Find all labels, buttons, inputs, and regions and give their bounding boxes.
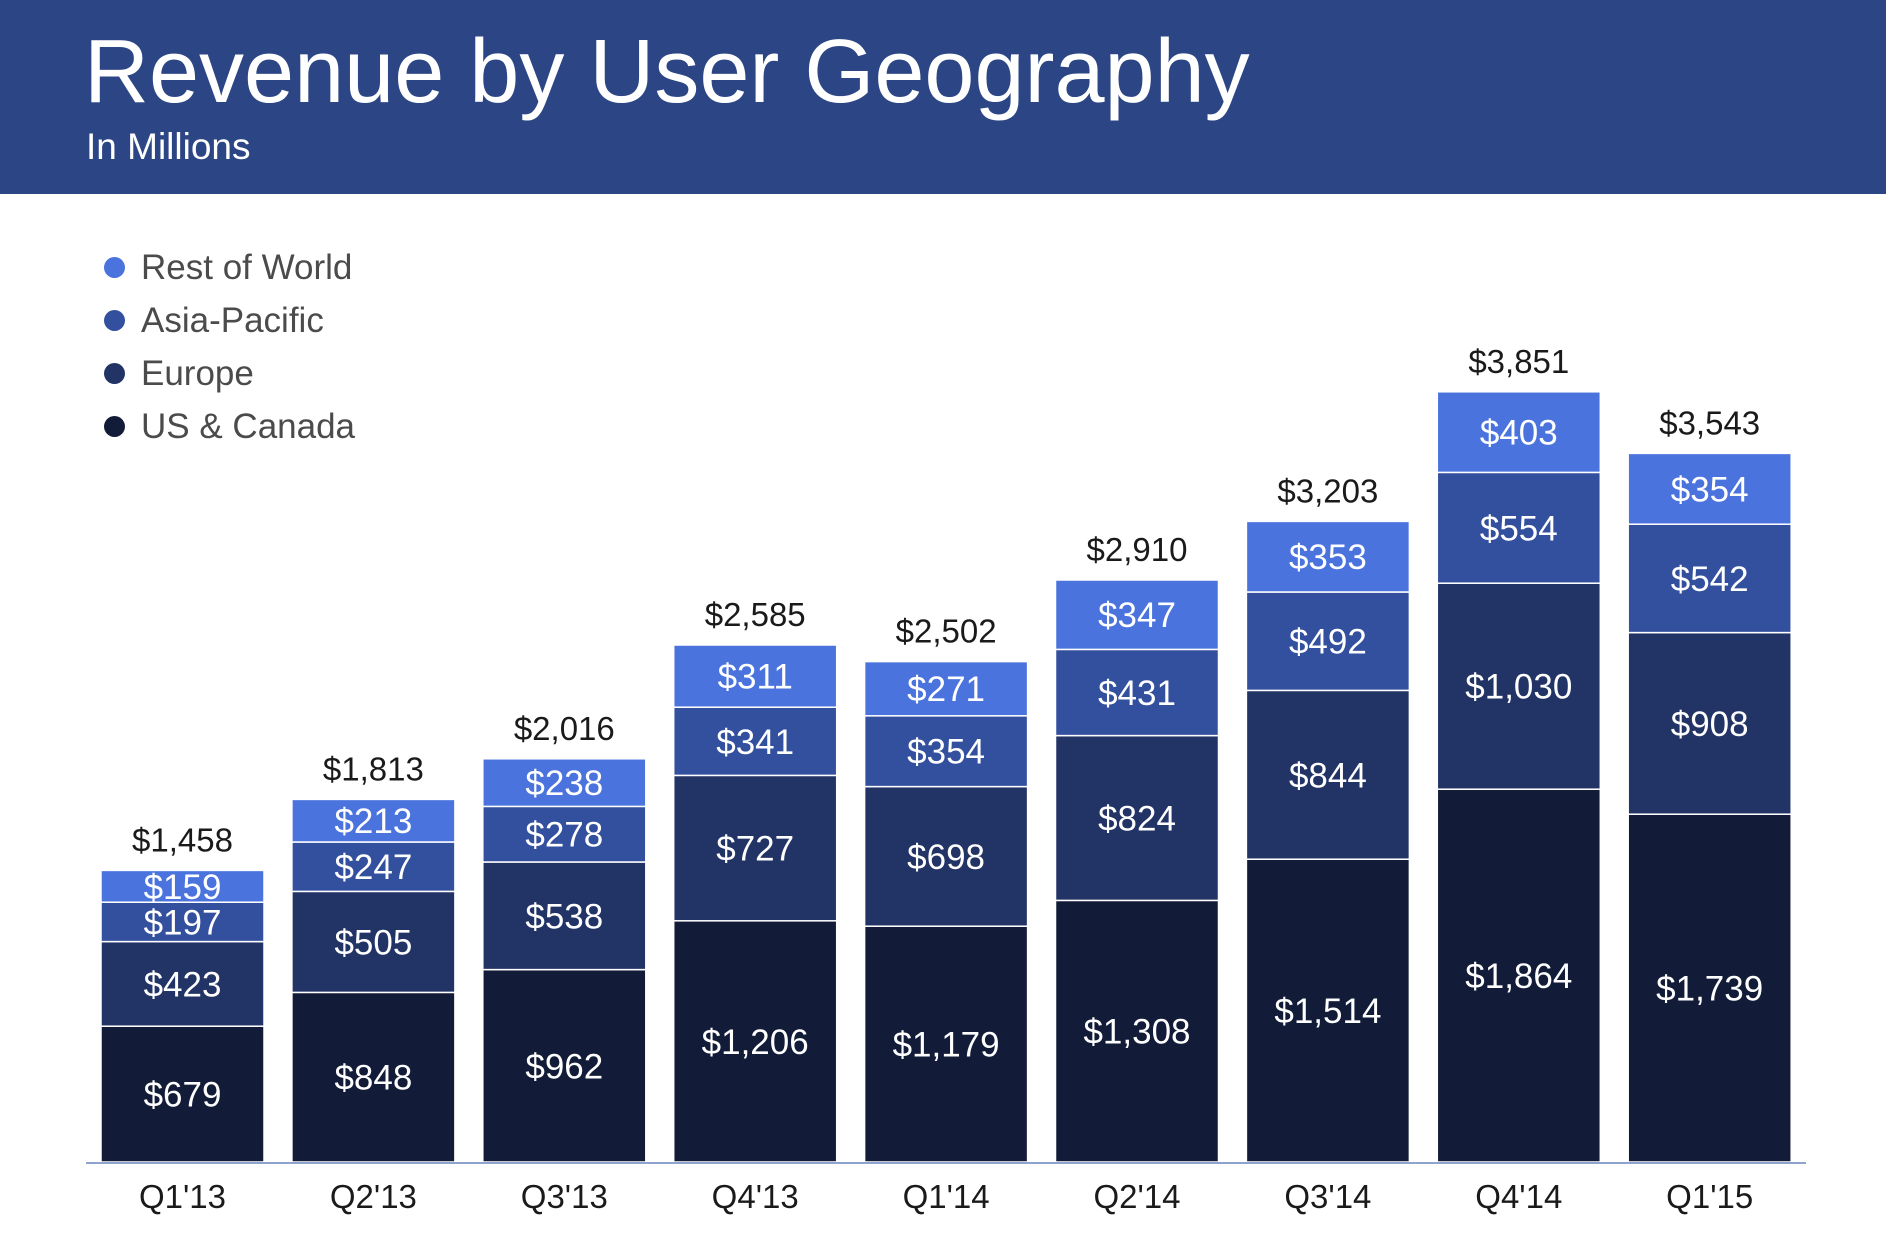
- x-tick-label-q4-14: Q4'14: [1475, 1178, 1562, 1215]
- bar-segment-europe-q2-14: [1054, 734, 1220, 902]
- segment-label-asia-pacific-q1-13: $197: [144, 903, 222, 942]
- legend-swatch-europe: [104, 363, 125, 384]
- segment-label-asia-pacific-q1-14: $354: [907, 733, 985, 772]
- segment-label-us-canada-q2-14: $1,308: [1083, 1013, 1190, 1052]
- bar-segment-us-canada-q1-13: [100, 1025, 265, 1163]
- segment-label-us-canada-q4-14: $1,864: [1465, 957, 1572, 996]
- legend-label-us-canada: US & Canada: [141, 407, 356, 446]
- segment-label-europe-q3-13: $538: [525, 897, 603, 936]
- chart-title: Revenue by User Geography: [84, 22, 1250, 122]
- segment-label-rest-of-world-q1-15: $354: [1671, 470, 1749, 509]
- segment-label-rest-of-world-q3-13: $238: [525, 764, 603, 803]
- total-label-q4-14: $3,851: [1468, 343, 1569, 380]
- bar-segment-rest-of-world-q3-13: [482, 758, 647, 808]
- bar-segment-europe-q4-13: [672, 774, 838, 922]
- segment-label-rest-of-world-q1-13: $159: [144, 868, 222, 907]
- bar-segment-asia-pacific-q3-14: [1245, 591, 1411, 692]
- segment-label-europe-q1-15: $908: [1671, 705, 1749, 744]
- segment-label-us-canada-q1-13: $679: [144, 1076, 222, 1115]
- segment-label-rest-of-world-q4-14: $403: [1480, 414, 1558, 453]
- bar-segment-asia-pacific-q2-14: [1054, 648, 1220, 737]
- bar-segment-rest-of-world-q2-14: [1054, 579, 1220, 651]
- total-label-q2-14: $2,910: [1087, 531, 1188, 568]
- bar-segment-rest-of-world-q4-13: [672, 644, 838, 708]
- bar-segment-rest-of-world-q1-15: [1627, 452, 1792, 525]
- total-label-q1-15: $3,543: [1659, 404, 1760, 441]
- segment-label-europe-q4-13: $727: [716, 830, 794, 869]
- total-label-q1-13: $1,458: [132, 821, 233, 858]
- segment-label-us-canada-q1-15: $1,739: [1656, 970, 1763, 1009]
- bar-segment-europe-q3-14: [1245, 689, 1411, 860]
- legend-swatch-us-canada: [104, 416, 125, 437]
- bar-segment-asia-pacific-q1-15: [1627, 523, 1792, 634]
- bar-segment-rest-of-world-q2-13: [291, 798, 456, 843]
- x-tick-label-q2-14: Q2'14: [1093, 1178, 1180, 1215]
- bar-segment-asia-pacific-q1-14: [863, 715, 1029, 788]
- bar-segment-rest-of-world-q1-13: [100, 869, 265, 903]
- segment-label-asia-pacific-q3-13: $278: [525, 816, 603, 855]
- legend-label-europe: Europe: [141, 354, 254, 393]
- legend-label-asia-pacific: Asia-Pacific: [141, 301, 324, 340]
- bar-segment-europe-q3-13: [482, 861, 647, 971]
- bar-segment-europe-q1-15: [1627, 631, 1792, 815]
- segment-label-europe-q3-14: $844: [1289, 756, 1367, 795]
- segment-label-asia-pacific-q4-13: $341: [716, 723, 794, 762]
- bar-segment-asia-pacific-q4-13: [672, 706, 838, 777]
- x-tick-label-q1-13: Q1'13: [139, 1178, 226, 1215]
- segment-label-us-canada-q1-14: $1,179: [893, 1026, 1000, 1065]
- x-tick-label-q1-15: Q1'15: [1666, 1178, 1753, 1215]
- bar-segment-us-canada-q4-14: [1436, 788, 1602, 1163]
- total-label-q1-14: $2,502: [896, 613, 997, 650]
- bar-segment-us-canada-q3-13: [482, 968, 647, 1163]
- segment-label-us-canada-q4-13: $1,206: [702, 1023, 809, 1062]
- segment-label-us-canada-q3-13: $962: [525, 1047, 603, 1086]
- bar-segment-europe-q2-13: [291, 890, 456, 994]
- bar-segment-us-canada-q3-14: [1245, 858, 1411, 1163]
- bar-segment-us-canada-q2-14: [1054, 899, 1220, 1163]
- total-label-q2-13: $1,813: [323, 750, 424, 787]
- segment-label-asia-pacific-q1-15: $542: [1671, 560, 1749, 599]
- segment-label-europe-q4-14: $1,030: [1465, 668, 1572, 707]
- x-tick-label-q1-14: Q1'14: [903, 1178, 990, 1215]
- segment-label-us-canada-q2-13: $848: [334, 1059, 412, 1098]
- bar-segment-rest-of-world-q3-14: [1245, 520, 1411, 593]
- x-tick-label-q3-13: Q3'13: [521, 1178, 608, 1215]
- bar-segment-rest-of-world-q4-14: [1436, 391, 1602, 474]
- x-tick-label-q3-14: Q3'14: [1284, 1178, 1371, 1215]
- segment-label-rest-of-world-q1-14: $271: [907, 670, 985, 709]
- bar-segment-rest-of-world-q1-14: [863, 660, 1029, 717]
- segment-label-asia-pacific-q2-14: $431: [1098, 674, 1176, 713]
- bar-segment-us-canada-q1-15: [1627, 813, 1792, 1163]
- x-tick-label-q4-13: Q4'13: [712, 1178, 799, 1215]
- segment-label-rest-of-world-q4-13: $311: [718, 658, 793, 697]
- bar-segment-europe-q1-14: [863, 785, 1029, 927]
- segment-label-rest-of-world-q3-14: $353: [1289, 538, 1367, 577]
- segment-label-europe-q2-13: $505: [334, 923, 412, 962]
- legend-label-rest-of-world: Rest of World: [141, 248, 353, 287]
- segment-label-asia-pacific-q3-14: $492: [1289, 623, 1367, 662]
- legend-swatch-asia-pacific: [104, 310, 125, 331]
- total-label-q3-14: $3,203: [1277, 472, 1378, 509]
- bar-segment-europe-q1-13: [100, 940, 265, 1027]
- title-banner: Revenue by User Geography In Millions: [0, 0, 1886, 194]
- legend-swatch-rest-of-world: [104, 257, 125, 278]
- segment-label-asia-pacific-q4-14: $554: [1480, 509, 1558, 548]
- x-tick-label-q2-13: Q2'13: [330, 1178, 417, 1215]
- segment-label-us-canada-q3-14: $1,514: [1274, 992, 1381, 1031]
- segment-label-rest-of-world-q2-13: $213: [334, 802, 412, 841]
- bar-segment-us-canada-q1-14: [863, 925, 1029, 1163]
- total-label-q3-13: $2,016: [514, 710, 615, 747]
- total-label-q4-13: $2,585: [705, 596, 806, 633]
- segment-label-europe-q2-14: $824: [1098, 800, 1176, 839]
- chart-subtitle: In Millions: [86, 126, 251, 167]
- bar-segment-us-canada-q4-13: [672, 920, 838, 1163]
- segment-label-rest-of-world-q2-14: $347: [1098, 596, 1176, 635]
- segment-label-europe-q1-13: $423: [144, 965, 222, 1004]
- segment-label-europe-q1-14: $698: [907, 838, 985, 877]
- segment-label-asia-pacific-q2-13: $247: [334, 848, 412, 887]
- bar-segment-asia-pacific-q4-14: [1436, 471, 1602, 584]
